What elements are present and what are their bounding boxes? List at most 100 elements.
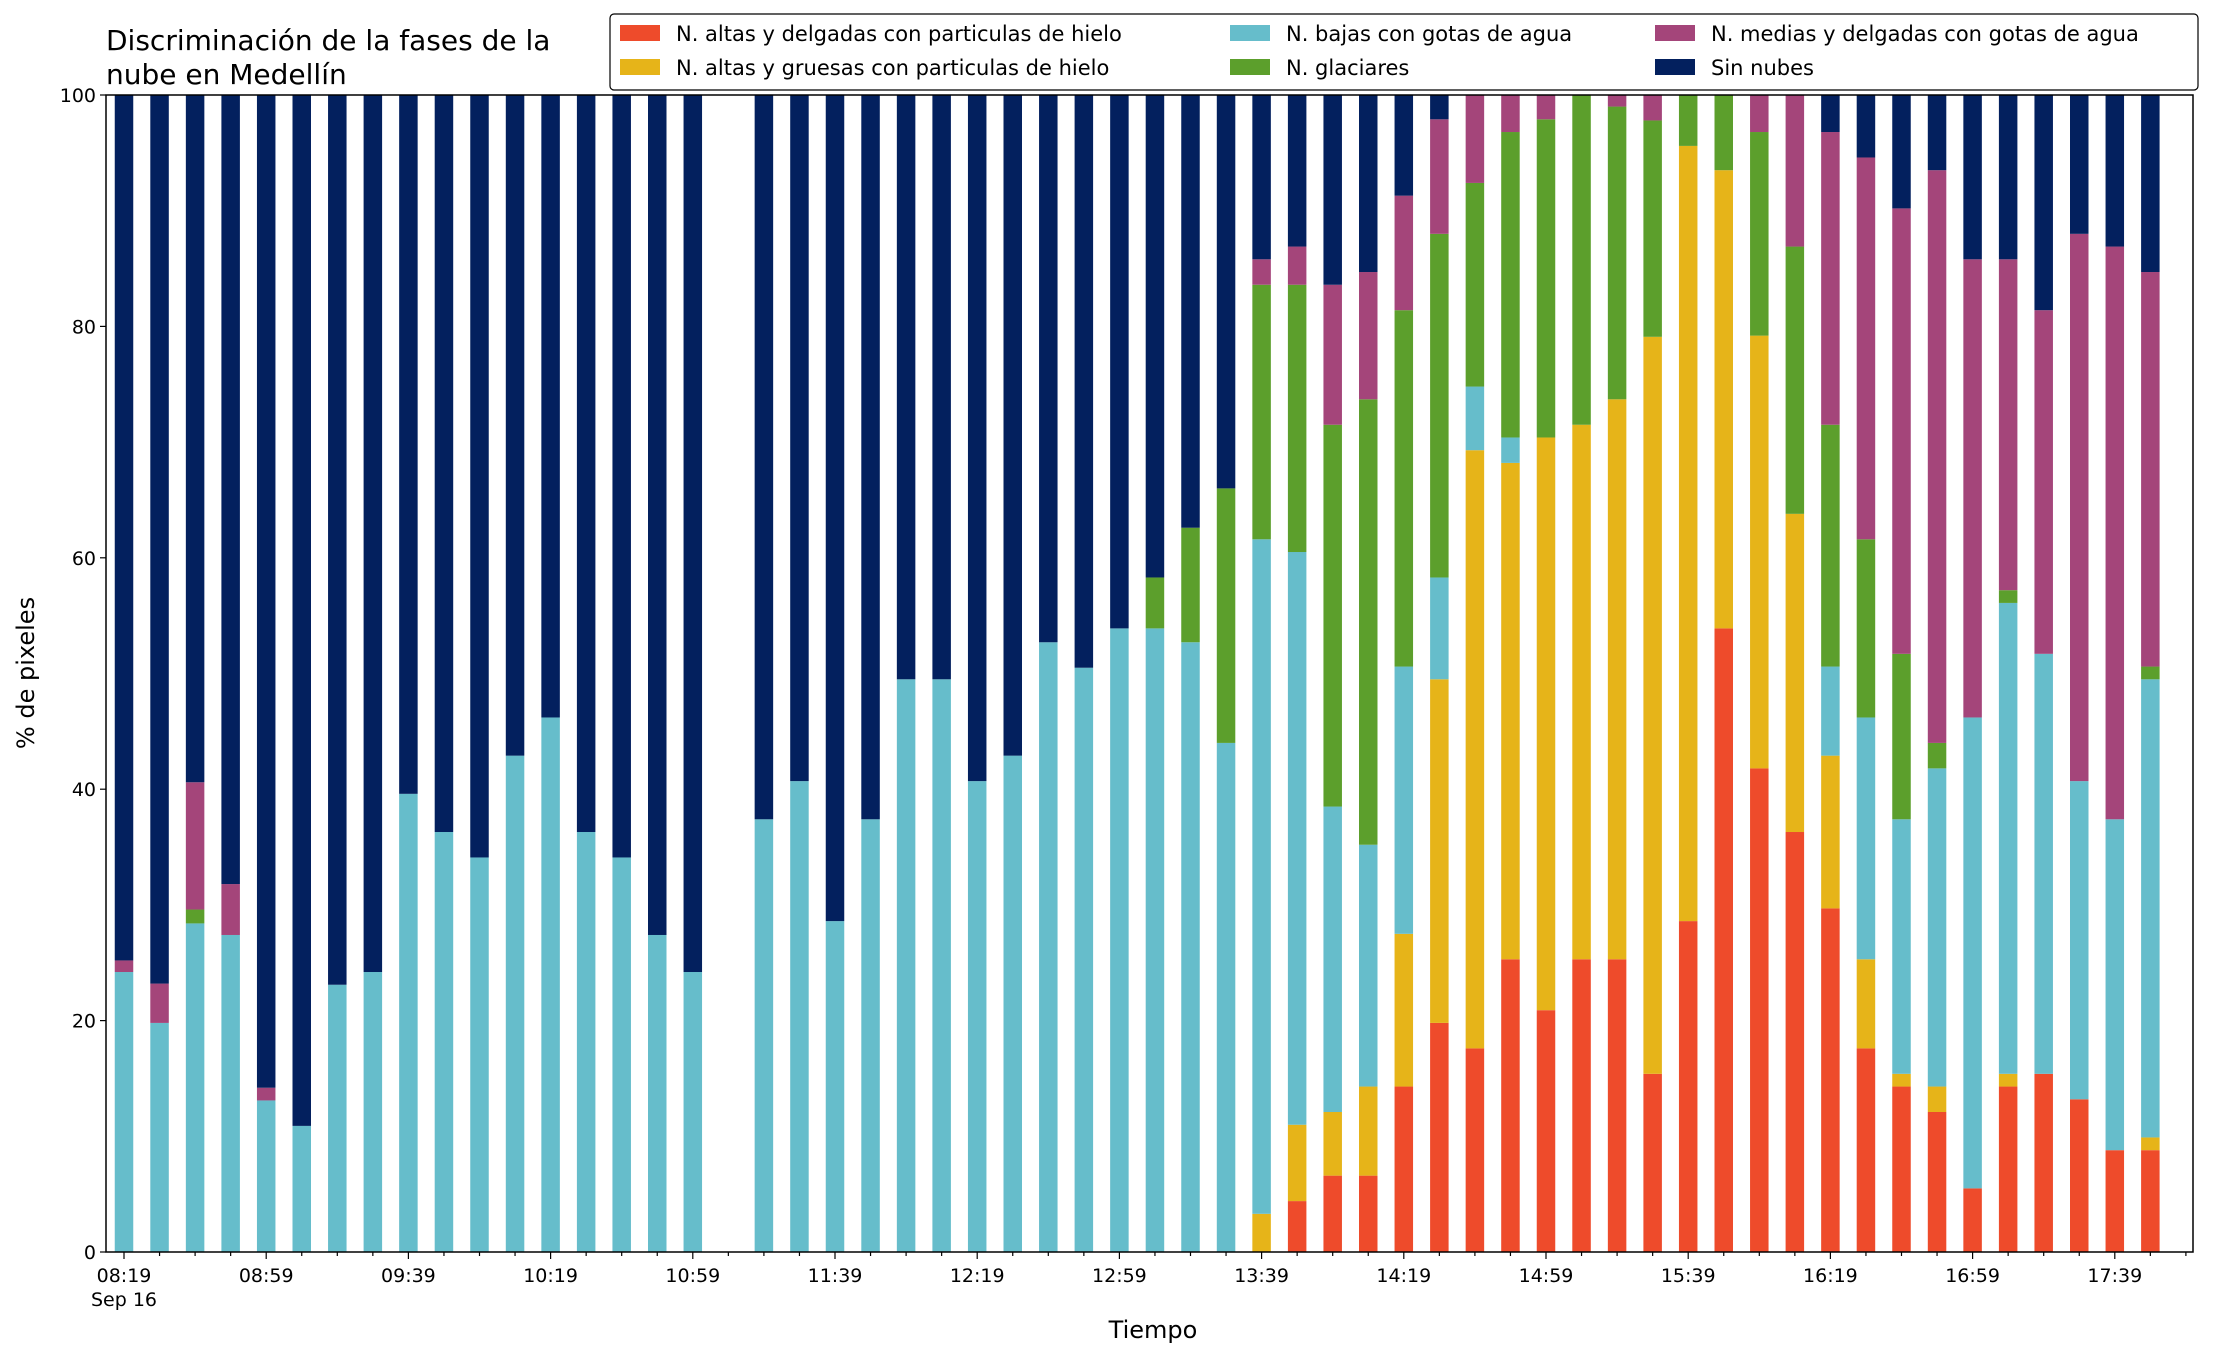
bar-segment bbox=[576, 95, 596, 833]
bar-segment bbox=[1998, 1086, 2018, 1252]
bar-segment bbox=[2070, 1099, 2089, 1252]
bar-segment bbox=[1359, 95, 1378, 273]
bar-segment bbox=[328, 95, 347, 985]
bar-segment bbox=[1856, 717, 1876, 960]
legend-swatch bbox=[1230, 59, 1270, 75]
bar-segment bbox=[114, 960, 134, 973]
bar-segment bbox=[1039, 95, 1058, 643]
bar-segment bbox=[1927, 95, 1947, 171]
bar-segment bbox=[1287, 284, 1307, 553]
bar-segment bbox=[1110, 628, 1129, 1252]
bar-segment bbox=[2105, 246, 2125, 820]
bar-segment bbox=[1181, 95, 1200, 528]
bar-segment bbox=[1892, 1086, 1911, 1252]
bar-segment bbox=[967, 781, 987, 1252]
bar-segment bbox=[2141, 1137, 2160, 1151]
bar-segment bbox=[1430, 119, 1449, 234]
x-tick-label: 08:59 bbox=[239, 1265, 294, 1287]
bar-segment bbox=[861, 819, 880, 1252]
bar-segment bbox=[790, 781, 809, 1252]
bar-segment bbox=[1785, 513, 1805, 833]
bar-segment bbox=[932, 679, 951, 1252]
bar-segment bbox=[1821, 424, 1840, 667]
bar-segment bbox=[896, 679, 916, 1252]
bar-segment bbox=[1678, 95, 1698, 146]
bar-segment bbox=[1643, 95, 1662, 121]
bar-segment bbox=[1963, 259, 1982, 718]
bar-segment bbox=[1394, 933, 1414, 1087]
y-tick-label: 40 bbox=[72, 779, 96, 801]
bar-segment bbox=[434, 95, 454, 833]
bar-segment bbox=[185, 95, 205, 783]
bar-segment bbox=[1821, 132, 1840, 425]
legend-label: N. medias y delgadas con gotas de agua bbox=[1711, 22, 2139, 46]
x-tick-label: 16:59 bbox=[1945, 1265, 2000, 1287]
bar-segment bbox=[292, 95, 311, 1126]
bar-segment bbox=[150, 95, 169, 984]
bar-segment bbox=[648, 95, 667, 935]
bar-segment bbox=[1039, 642, 1058, 1252]
x-tick-label: 11:39 bbox=[808, 1265, 863, 1287]
bar-segment bbox=[256, 1087, 276, 1101]
bar-segment bbox=[1323, 95, 1342, 285]
bar-segment bbox=[1145, 577, 1165, 629]
bar-segment bbox=[683, 972, 703, 1252]
bar-segment bbox=[1643, 120, 1662, 337]
bar-segment bbox=[399, 95, 418, 794]
bar-segment bbox=[541, 95, 560, 718]
legend-swatch bbox=[1655, 25, 1695, 41]
bar-segment bbox=[2105, 95, 2125, 247]
bar-segment bbox=[1892, 653, 1911, 820]
bar-segment bbox=[2070, 95, 2089, 234]
bar-segment bbox=[1714, 95, 1733, 171]
bar-segment bbox=[1145, 628, 1165, 1252]
bar-segment bbox=[1785, 832, 1805, 1252]
bar-segment bbox=[1963, 95, 1982, 260]
y-tick-label: 100 bbox=[60, 85, 96, 107]
bar-segment bbox=[790, 95, 809, 782]
bar-segment bbox=[1821, 95, 1840, 133]
bar-segment bbox=[1963, 1188, 1982, 1252]
x-axis-title: Tiempo bbox=[1108, 1316, 1198, 1344]
bar-segment bbox=[967, 95, 987, 782]
bar-segment bbox=[256, 1100, 276, 1252]
bar-segment bbox=[1430, 577, 1449, 680]
bar-segment bbox=[1856, 539, 1876, 718]
bar-segment bbox=[2034, 310, 2053, 654]
y-tick-label: 0 bbox=[84, 1242, 96, 1264]
bar-segment bbox=[1110, 95, 1129, 629]
x-tick-label: 16:19 bbox=[1803, 1265, 1858, 1287]
bar-segment bbox=[1465, 95, 1485, 183]
bar-segment bbox=[1501, 959, 1520, 1252]
bar-segment bbox=[1607, 95, 1627, 107]
bar-segment bbox=[1892, 819, 1911, 1074]
bar-segment bbox=[1252, 284, 1271, 540]
bar-segment bbox=[1856, 959, 1876, 1049]
bar-segment bbox=[1678, 921, 1698, 1252]
legend-swatch bbox=[620, 59, 660, 75]
bar-segment bbox=[1287, 552, 1307, 1125]
bar-segment bbox=[612, 95, 631, 858]
bar-segment bbox=[434, 832, 454, 1252]
bar-segment bbox=[1465, 182, 1485, 387]
bar-segment bbox=[2034, 1073, 2053, 1252]
bar-segment bbox=[1536, 95, 1556, 120]
bar-segment bbox=[1394, 1086, 1414, 1252]
bar-segment bbox=[1216, 742, 1236, 1252]
bar-segment bbox=[754, 95, 774, 820]
bar-segment bbox=[1181, 527, 1200, 643]
bar-segment bbox=[1145, 95, 1165, 578]
bar-segment bbox=[2141, 95, 2160, 273]
legend-items: N. altas y delgadas con particulas de hi… bbox=[620, 22, 2139, 80]
bar-segment bbox=[861, 95, 880, 820]
bar-segment bbox=[1465, 386, 1485, 451]
bar-segment bbox=[1856, 1048, 1876, 1252]
bar-segment bbox=[150, 1022, 169, 1252]
bar-segment bbox=[1252, 539, 1271, 1214]
bar-segment bbox=[1821, 755, 1840, 909]
bar-segment bbox=[576, 832, 596, 1252]
x-tick-label: 09:39 bbox=[381, 1265, 436, 1287]
bar-segment bbox=[1607, 106, 1627, 400]
bar-segment bbox=[648, 934, 667, 1252]
bar-segment bbox=[1785, 246, 1805, 514]
